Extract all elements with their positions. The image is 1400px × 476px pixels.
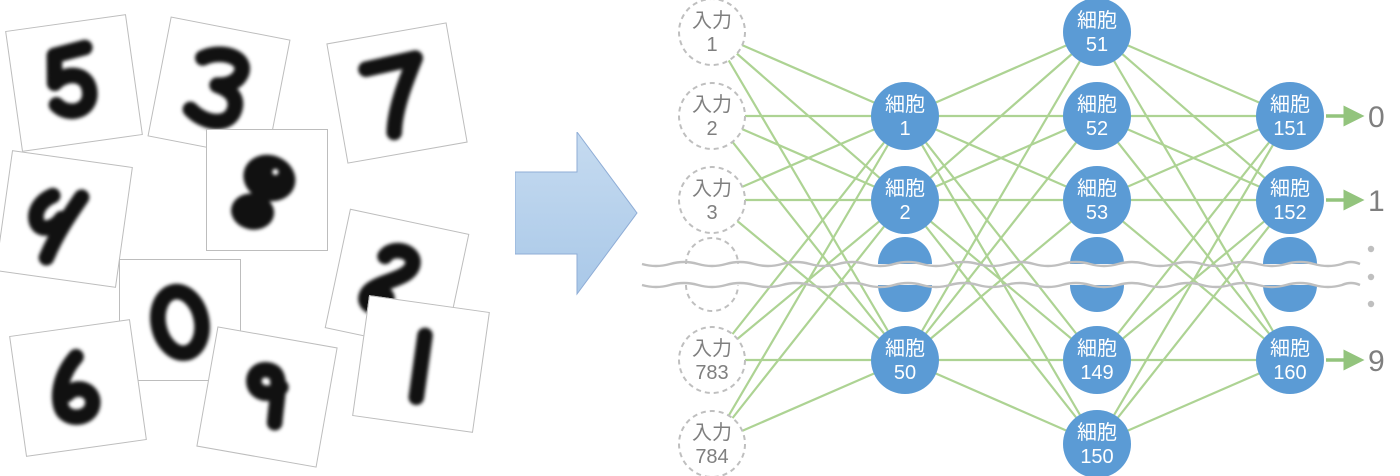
svg-text:入力: 入力 [692,421,732,444]
svg-text:151: 151 [1273,118,1306,140]
svg-text:51: 51 [1086,34,1108,56]
svg-text:1: 1 [706,34,717,56]
svg-text:入力: 入力 [692,9,732,32]
svg-text:入力: 入力 [692,337,732,360]
svg-text:152: 152 [1273,202,1306,224]
svg-text:3: 3 [706,202,717,224]
svg-text:149: 149 [1080,362,1113,384]
svg-text:52: 52 [1086,118,1108,140]
svg-text:細胞: 細胞 [1077,177,1117,200]
svg-text:160: 160 [1273,362,1306,384]
svg-text:細胞: 細胞 [1077,9,1117,32]
svg-text:細胞: 細胞 [1077,93,1117,116]
svg-text:細胞: 細胞 [1077,337,1117,360]
svg-text:2: 2 [706,118,717,140]
svg-text:細胞: 細胞 [1270,93,1310,116]
svg-text:53: 53 [1086,202,1108,224]
svg-text:150: 150 [1080,446,1113,468]
svg-text:9: 9 [1368,345,1385,378]
svg-text:細胞: 細胞 [885,337,925,360]
svg-text:1: 1 [899,118,910,140]
svg-text:2: 2 [899,202,910,224]
svg-text:0: 0 [1368,101,1385,134]
svg-text:細胞: 細胞 [1077,421,1117,444]
svg-text:784: 784 [695,446,728,468]
svg-text:783: 783 [695,362,728,384]
svg-text:入力: 入力 [692,177,732,200]
svg-text:細胞: 細胞 [885,93,925,116]
svg-text:1: 1 [1368,185,1385,218]
svg-text:入力: 入力 [692,93,732,116]
svg-text:細胞: 細胞 [1270,337,1310,360]
svg-text:50: 50 [894,362,916,384]
svg-text:細胞: 細胞 [1270,177,1310,200]
svg-text:細胞: 細胞 [885,177,925,200]
